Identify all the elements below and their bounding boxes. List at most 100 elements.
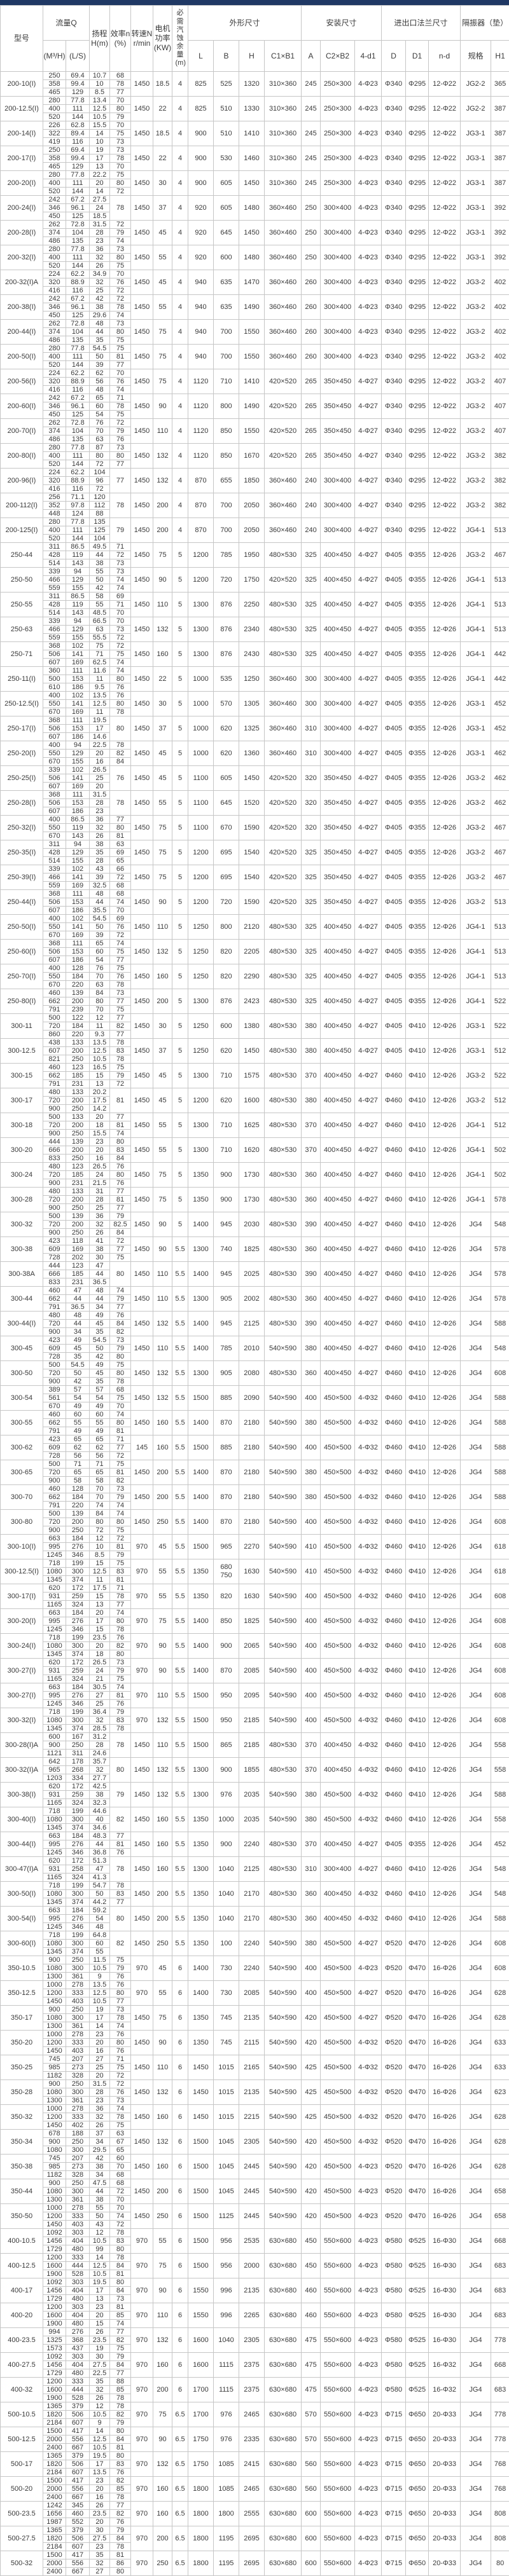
cell-eff: 80 <box>110 716 131 741</box>
cell-c1b1: 630×680 <box>265 2477 302 2502</box>
cell-head: 42.5 <box>90 1783 110 1791</box>
cell-4d1: 4-Φ23 <box>355 245 382 270</box>
cell-c2b2: 450×500 <box>321 1411 355 1435</box>
cell-q-ls: 184 <box>66 1022 90 1031</box>
cell-model: 300-60(I) <box>1 1931 43 1956</box>
cell-dim-l: 1700 <box>188 2378 214 2402</box>
cell-head: 36 <box>90 1212 110 1221</box>
cell-dim-b: 850 <box>214 444 239 469</box>
cell-dim-l: 1200 <box>188 890 214 915</box>
header-install-a: A <box>302 41 321 72</box>
cell-head: 30.5 <box>90 1683 110 1692</box>
cell-iso: JG4-1 <box>461 568 491 593</box>
cell-a: 360 <box>302 1188 321 1212</box>
cell-head: 39 <box>90 931 110 940</box>
cell-head: 16 <box>90 1154 110 1163</box>
cell-flange-d: Φ405 <box>382 865 406 890</box>
cell-q-ls: 300 <box>66 1568 90 1576</box>
cell-q-ls: 129 <box>66 576 90 584</box>
cell-head: 35 <box>90 1328 110 1336</box>
cell-head: 12 <box>90 1014 110 1022</box>
cell-h1: 808 <box>491 2526 509 2551</box>
cell-flange-d: Φ460 <box>382 1584 406 1609</box>
cell-eff: 71 <box>110 543 131 551</box>
cell-dim-l: 1800 <box>188 2551 214 2576</box>
cell-q-ls: 300 <box>66 1816 90 1824</box>
cell-eff: 63 <box>110 2130 131 2138</box>
cell-flange-d1: Φ355 <box>406 940 429 964</box>
header-power: 电机功率(KW) <box>153 6 172 72</box>
cell-q-ls: 129 <box>66 750 90 758</box>
cell-dim-h: 1325 <box>239 716 265 741</box>
cell-c2b2: 450×500 <box>321 2031 355 2055</box>
cell-q-m3h: 506 <box>43 799 66 807</box>
cell-q-m3h: 262 <box>43 221 66 229</box>
cell-c1b1: 420×520 <box>265 816 302 840</box>
cell-eff: 72 <box>110 295 131 303</box>
cell-eff: 73 <box>110 2097 131 2105</box>
cell-q-ls: 62.2 <box>66 369 90 378</box>
cell-head: 44 <box>90 2188 110 2196</box>
cell-q-ls: 368 <box>66 2336 90 2345</box>
cell-q-m3h: 1325 <box>43 2336 66 2345</box>
cell-q-ls: 276 <box>66 1543 90 1551</box>
cell-c1b1: 630×680 <box>265 2303 302 2328</box>
cell-speed: 970 <box>131 2477 153 2502</box>
cell-power: 75 <box>153 320 172 345</box>
cell-flange-d1: Φ355 <box>406 791 429 816</box>
cell-q-m3h: 242 <box>43 295 66 303</box>
cell-flange-d: Φ340 <box>382 518 406 543</box>
cell-a: 260 <box>302 270 321 295</box>
cell-4d1: 4-Φ27 <box>355 1262 382 1287</box>
cell-nd: 12-Φ22 <box>429 221 461 245</box>
cell-q-m3h: 480 <box>43 1188 66 1196</box>
header-dim-l: L <box>188 41 214 72</box>
cell-dim-l: 1120 <box>188 419 214 444</box>
cell-npsh: 6 <box>172 2130 188 2155</box>
cell-4d1: 4-Φ23 <box>355 2353 382 2378</box>
cell-dim-h: 2305 <box>239 2328 265 2353</box>
cell-q-m3h: 250 <box>43 72 66 80</box>
cell-iso: JG3-2 <box>461 444 491 469</box>
cell-nd: 20-Φ33 <box>429 2477 461 2502</box>
cell-q-ls: 169 <box>66 882 90 890</box>
cell-a: 360 <box>302 1361 321 1386</box>
cell-speed: 1450 <box>131 1287 153 1312</box>
cell-power: 132 <box>153 2452 172 2477</box>
cell-power: 75 <box>153 865 172 890</box>
cell-h1: 608 <box>491 1931 509 1956</box>
table-header: 型号 流量Q 扬程H(m) 效率n(%) 转速N r/min 电机功率(KW) … <box>1 6 509 72</box>
cell-q-m3h: 1080 <box>43 2188 66 2196</box>
cell-dim-b: 900 <box>214 1163 239 1188</box>
cell-q-ls: 129 <box>66 163 90 171</box>
cell-h1: 407 <box>491 369 509 394</box>
cell-q-ls: 200 <box>66 1518 90 1526</box>
cell-q-ls: 56 <box>66 1452 90 1460</box>
cell-q-m3h: 720 <box>43 1171 66 1179</box>
cell-head: 10.5 <box>90 1055 110 1064</box>
cell-head: 34.6 <box>90 1824 110 1832</box>
cell-eff: 83 <box>110 2237 131 2245</box>
cell-npsh: 6 <box>172 2204 188 2229</box>
cell-head: 87 <box>90 444 110 452</box>
cell-power: 160 <box>153 2353 172 2378</box>
cell-eff: 77 <box>110 1188 131 1196</box>
cell-h1: 452 <box>491 692 509 716</box>
cell-q-ls: 239 <box>66 1006 90 1014</box>
cell-eff: 81 <box>110 353 131 361</box>
cell-q-m3h: 662 <box>43 997 66 1006</box>
cell-q-m3h: 486 <box>43 237 66 245</box>
cell-eff: 77 <box>110 956 131 964</box>
cell-dim-l: 825 <box>188 72 214 97</box>
cell-q-m3h: 280 <box>43 245 66 254</box>
cell-dim-h: 2270 <box>239 1535 265 1559</box>
cell-model: 300-47(I)A <box>1 1857 43 1882</box>
cell-head: 50 <box>90 2212 110 2221</box>
cell-speed: 1450 <box>131 617 153 642</box>
cell-model: 300-32(I) <box>1 1708 43 1733</box>
cell-eff: 72 <box>110 642 131 650</box>
